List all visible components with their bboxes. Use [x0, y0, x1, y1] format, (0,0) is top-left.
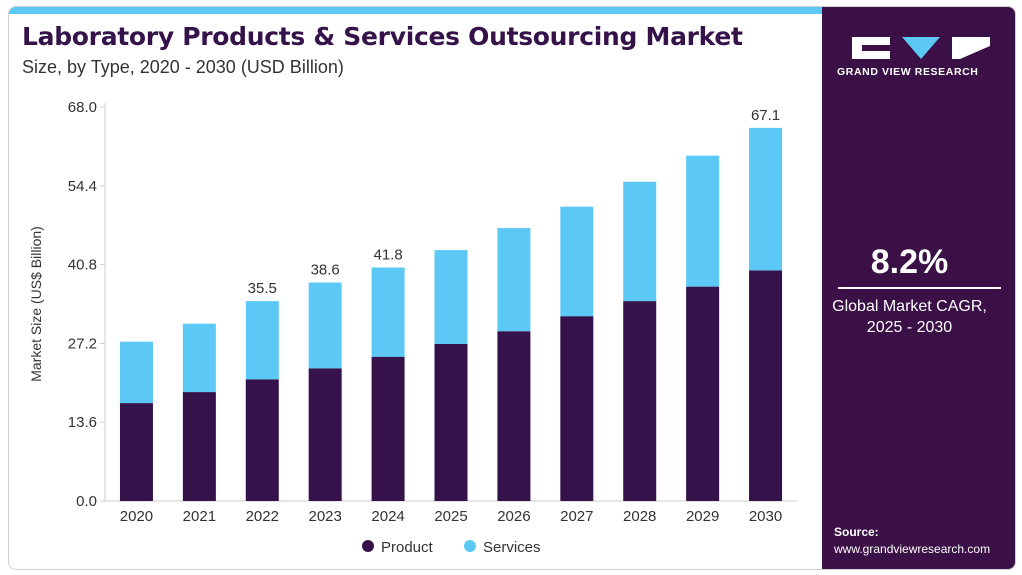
- x-tick-label: 2023: [308, 508, 341, 525]
- bar-product: [749, 270, 783, 501]
- bar-services: [497, 228, 531, 332]
- cagr-label-line1: Global Market CAGR,: [832, 298, 987, 315]
- y-tick-label: 54.4: [68, 178, 97, 195]
- legend-label: Product: [381, 539, 434, 556]
- x-tick-label: 2020: [120, 508, 153, 525]
- source-url[interactable]: www.grandviewresearch.com: [834, 542, 991, 556]
- total-label: 41.8: [373, 246, 402, 263]
- bar-services: [623, 181, 657, 302]
- source-label: Source:: [834, 525, 879, 539]
- y-axis-title: Market Size (US$ Billion): [28, 226, 44, 382]
- bar-product: [182, 392, 216, 501]
- legend-swatch-services: [464, 540, 476, 552]
- bar-services: [245, 301, 279, 380]
- x-tick-label: 2030: [749, 508, 782, 525]
- bar-product: [686, 286, 720, 501]
- bar-product: [245, 379, 279, 501]
- bar-services: [749, 127, 783, 271]
- bar-product: [308, 368, 342, 501]
- bar-product: [434, 343, 468, 501]
- total-label: 67.1: [751, 107, 780, 124]
- x-tick-label: 2025: [434, 508, 467, 525]
- cagr-divider: [838, 287, 1001, 289]
- bar-product: [119, 403, 153, 501]
- accent-bar: [9, 7, 822, 14]
- cagr-label: Global Market CAGR, 2025 - 2030: [813, 296, 1006, 338]
- x-tick-label: 2026: [497, 508, 530, 525]
- y-tick-label: 27.2: [68, 335, 97, 352]
- chart-title: Laboratory Products & Services Outsourci…: [22, 22, 743, 51]
- bar-product: [623, 301, 657, 501]
- cagr-label-line2: 2025 - 2030: [866, 319, 953, 336]
- bar-services: [560, 206, 594, 317]
- bar-product: [371, 356, 405, 501]
- x-tick-label: 2029: [686, 508, 719, 525]
- x-tick-label: 2028: [623, 508, 656, 525]
- bar-services: [371, 267, 405, 357]
- brand-name: GRAND VIEW RESEARCH: [837, 66, 979, 78]
- total-label: 38.6: [311, 262, 340, 279]
- legend-label: Services: [483, 539, 541, 556]
- bar-services: [182, 323, 216, 393]
- y-tick-label: 0.0: [76, 493, 97, 510]
- x-tick-label: 2022: [246, 508, 279, 525]
- legend-swatch-product: [362, 540, 374, 552]
- y-tick-label: 40.8: [68, 257, 97, 274]
- total-label: 35.5: [248, 280, 277, 297]
- y-tick-label: 68.0: [68, 99, 97, 116]
- bar-chart: 0.0 13.6 27.2 40.8 54.4 68.0 Market Size (US$ …: [28, 99, 797, 556]
- bar-product: [560, 316, 594, 501]
- y-tick-label: 13.6: [68, 414, 97, 431]
- bar-services: [119, 341, 153, 404]
- bar-services: [308, 282, 342, 369]
- x-tick-label: 2021: [183, 508, 216, 525]
- chart-subtitle: Size, by Type, 2020 - 2030 (USD Billion): [22, 57, 344, 77]
- x-tick-label: 2024: [371, 508, 404, 525]
- bar-services: [434, 250, 468, 344]
- cagr-value: 8.2%: [870, 243, 949, 281]
- bar-services: [686, 155, 720, 287]
- gvr-logo-icon: [852, 37, 990, 59]
- bar-product: [497, 331, 531, 501]
- x-tick-label: 2027: [560, 508, 593, 525]
